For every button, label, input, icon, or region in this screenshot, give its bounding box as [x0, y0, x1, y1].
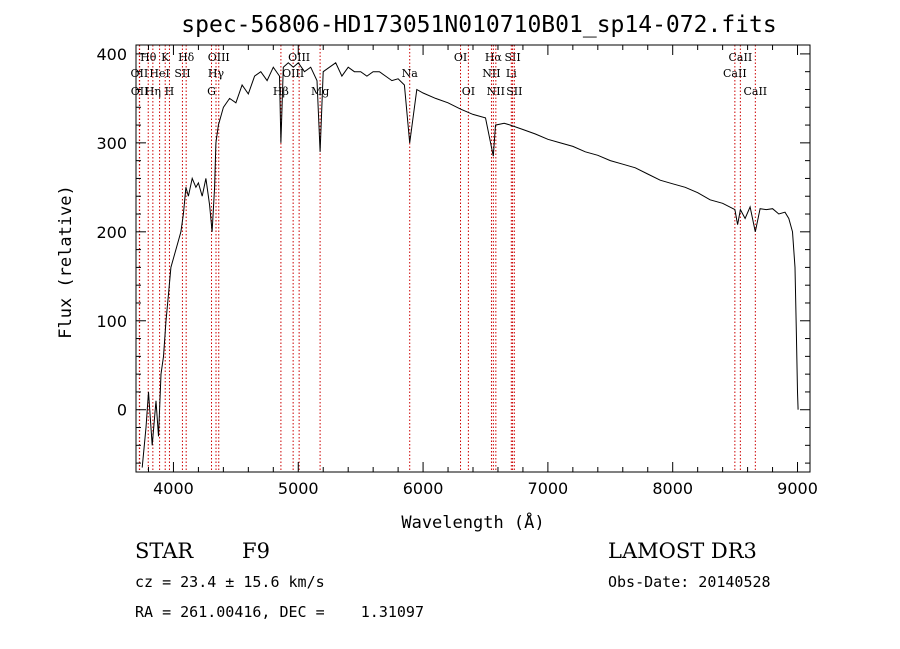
y-tick-label: 300 [96, 134, 127, 153]
plot-frame [135, 44, 811, 473]
marker-label: HeI [149, 67, 169, 80]
marker-label: Hη [145, 85, 161, 98]
y-tick-label: 200 [96, 223, 127, 242]
coordinates: RA = 261.00416, DEC = 1.31097 [135, 603, 424, 621]
flux-series-line [141, 62, 799, 468]
marker-label: Mg [311, 85, 329, 98]
marker-label: SII [506, 85, 522, 98]
marker-label: NII [482, 67, 500, 80]
marker-label: G [207, 85, 216, 98]
marker-label: Hδ [178, 51, 195, 64]
x-tick-label: 9000 [777, 479, 818, 498]
marker-label: CaII [723, 67, 747, 80]
marker-label: H [165, 85, 175, 98]
x-axis-label: Wavelength (Å) [401, 511, 544, 533]
x-tick-label: 4000 [153, 479, 194, 498]
marker-label: Hα [485, 51, 503, 64]
redshift-velocity: cz = 23.4 ± 15.6 km/s [135, 573, 325, 591]
marker-label: CaII [743, 85, 767, 98]
survey-name: LAMOST DR3 [608, 539, 757, 563]
marker-label: Li [506, 67, 517, 80]
marker-label: Na [402, 67, 419, 80]
x-axis: 4000 5000 6000 7000 8000 9000 [147, 45, 818, 498]
chart-title: spec-56806-HD173051N010710B01_sp14-072.f… [181, 12, 776, 38]
marker-label: OIII [288, 51, 310, 64]
marker-label: SII [174, 67, 190, 80]
marker-label: Hβ [273, 85, 289, 98]
x-tick-label: 7000 [528, 479, 569, 498]
marker-label: K [161, 51, 170, 64]
marker-label: Hθ [140, 51, 157, 64]
object-class: STAR [135, 539, 194, 563]
y-tick-label: 0 [117, 401, 127, 420]
marker-label: OIII [282, 67, 304, 80]
object-subclass: F9 [242, 539, 270, 563]
x-tick-label: 6000 [403, 479, 444, 498]
x-tick-label: 8000 [652, 479, 693, 498]
y-tick-label: 400 [96, 45, 127, 64]
y-axis-label: Flux (relative) [56, 185, 76, 339]
marker-label: OI [462, 85, 475, 98]
marker-label: OIII [208, 51, 230, 64]
x-tick-label: 5000 [278, 479, 319, 498]
marker-label: NII [487, 85, 505, 98]
marker-label: OII [131, 85, 149, 98]
y-tick-label: 100 [96, 312, 127, 331]
y-axis: 0 100 200 300 400 [96, 45, 810, 464]
marker-label: SII [504, 51, 520, 64]
marker-label: OI [454, 51, 467, 64]
marker-label: CaII [729, 51, 753, 64]
observation-date: Obs-Date: 20140528 [608, 573, 771, 591]
marker-label: Hγ [208, 67, 225, 80]
